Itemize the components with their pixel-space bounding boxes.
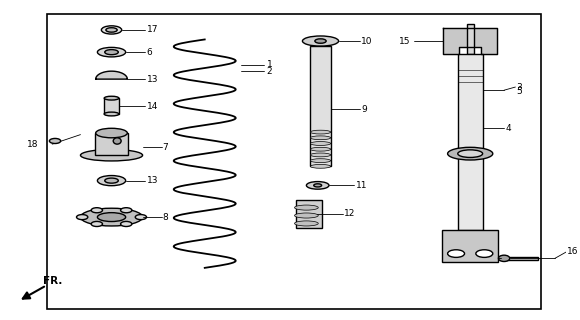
Ellipse shape [310,136,331,140]
Bar [442,230,498,261]
Ellipse shape [97,176,126,186]
Text: 3: 3 [517,83,522,92]
Text: 13: 13 [147,176,158,185]
Ellipse shape [96,128,128,138]
Ellipse shape [49,139,61,143]
Ellipse shape [476,250,493,257]
Ellipse shape [310,164,331,168]
Ellipse shape [91,208,103,213]
Ellipse shape [113,138,121,144]
Ellipse shape [91,221,103,227]
Ellipse shape [295,213,318,218]
Ellipse shape [97,213,126,221]
Polygon shape [443,28,497,54]
Ellipse shape [121,208,132,213]
Ellipse shape [105,50,118,55]
Ellipse shape [102,26,122,34]
Ellipse shape [310,147,331,151]
Ellipse shape [302,36,339,46]
Text: 16: 16 [567,247,579,257]
Text: 10: 10 [361,36,373,45]
Bar [310,46,331,166]
Ellipse shape [97,47,126,57]
Ellipse shape [105,178,118,183]
Ellipse shape [135,215,147,220]
Bar [104,98,119,114]
Bar [467,24,474,54]
Ellipse shape [106,28,117,32]
Ellipse shape [310,142,331,145]
Bar [504,257,538,260]
Ellipse shape [315,39,326,43]
Ellipse shape [295,221,318,226]
Bar [95,133,129,155]
Text: 18: 18 [27,140,38,148]
Ellipse shape [295,205,318,210]
Text: 2: 2 [267,67,273,76]
Text: 8: 8 [162,212,168,222]
Text: 14: 14 [147,101,158,111]
Polygon shape [96,71,128,79]
Text: 11: 11 [356,181,367,190]
Ellipse shape [458,150,483,157]
Ellipse shape [310,153,331,157]
Ellipse shape [104,112,119,116]
Ellipse shape [81,208,143,226]
Text: 9: 9 [361,105,367,114]
Text: FR.: FR. [42,276,62,286]
Ellipse shape [314,184,322,187]
Text: 4: 4 [505,124,511,133]
Bar [458,54,483,230]
Text: 1: 1 [267,60,273,69]
Bar [46,14,541,309]
Ellipse shape [448,250,465,257]
Ellipse shape [306,181,329,189]
Text: 12: 12 [345,209,356,219]
Ellipse shape [310,130,331,134]
Ellipse shape [121,221,132,227]
Ellipse shape [310,159,331,163]
Ellipse shape [77,215,88,220]
Ellipse shape [448,147,493,160]
Ellipse shape [498,255,510,261]
Text: 13: 13 [147,75,158,84]
Text: 15: 15 [400,36,411,45]
Text: 17: 17 [147,25,158,35]
Ellipse shape [104,96,119,100]
Bar [296,200,322,228]
Ellipse shape [81,149,143,161]
Text: 5: 5 [517,87,522,96]
Text: 6: 6 [147,48,153,57]
Text: 7: 7 [162,143,168,152]
